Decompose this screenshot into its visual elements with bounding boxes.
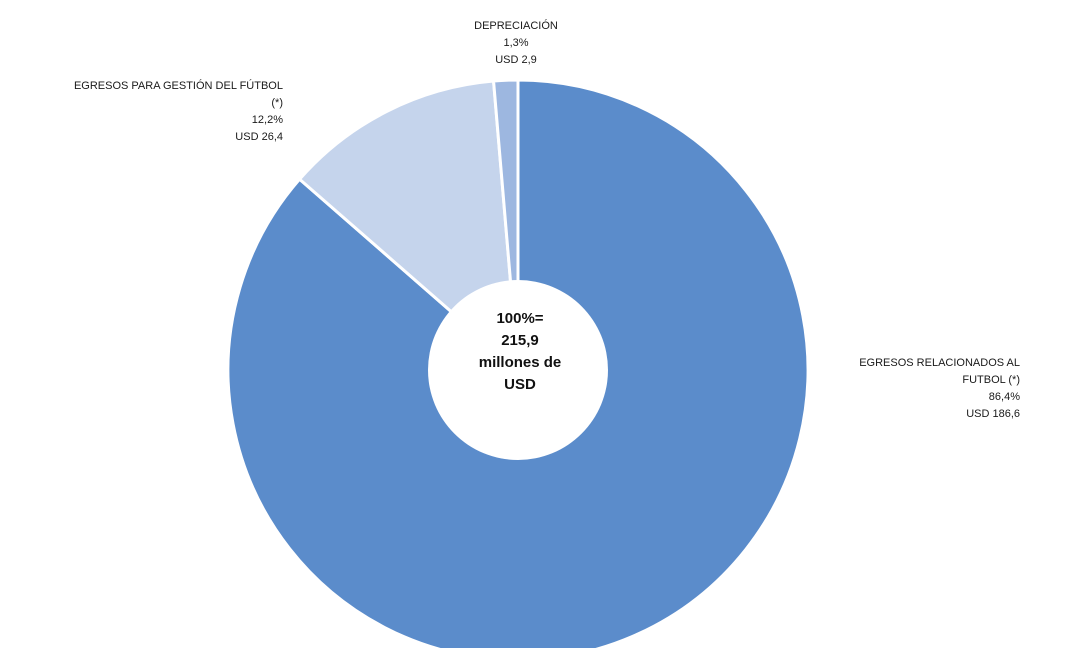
slice-percent-label: 1,3%	[503, 37, 529, 49]
slice-amount-label: USD 2,9	[495, 54, 537, 66]
slice-label-egresos-relacionados: EGRESOS RELACIONADOS AL FUTBOL (*) 86,4%…	[790, 355, 1020, 423]
donut-hole	[428, 280, 608, 460]
slice-amount-label: USD 26,4	[235, 131, 283, 143]
slice-label-egresos-gestion: EGRESOS PARA GESTIÓN DEL FÚTBOL (*) 12,2…	[20, 78, 283, 146]
pie-slice-egresos-gestion	[297, 79, 520, 374]
slice-name-line: EGRESOS PARA GESTIÓN DEL FÚTBOL	[73, 80, 283, 92]
slice-name-line: DEPRECIACIÓN	[474, 20, 558, 32]
center-line: USD	[504, 376, 536, 393]
center-line: 215,9	[501, 332, 539, 349]
center-line: millones de	[478, 354, 562, 371]
slice-label-depreciacion: DEPRECIACIÓN 1,3% USD 2,9	[426, 18, 606, 69]
center-line: 100%=	[496, 310, 544, 327]
slice-name-line: EGRESOS RELACIONADOS AL	[859, 357, 1020, 369]
slice-amount-label: USD 186,6	[966, 408, 1020, 420]
slice-percent-label: 12,2%	[251, 114, 283, 126]
slice-name-line: FUTBOL (*)	[962, 374, 1020, 386]
slice-percent-label: 86,4%	[988, 391, 1020, 403]
center-total-label: 100%= 215,9 millones de USD	[430, 308, 610, 396]
slice-name-line: (*)	[271, 97, 283, 109]
